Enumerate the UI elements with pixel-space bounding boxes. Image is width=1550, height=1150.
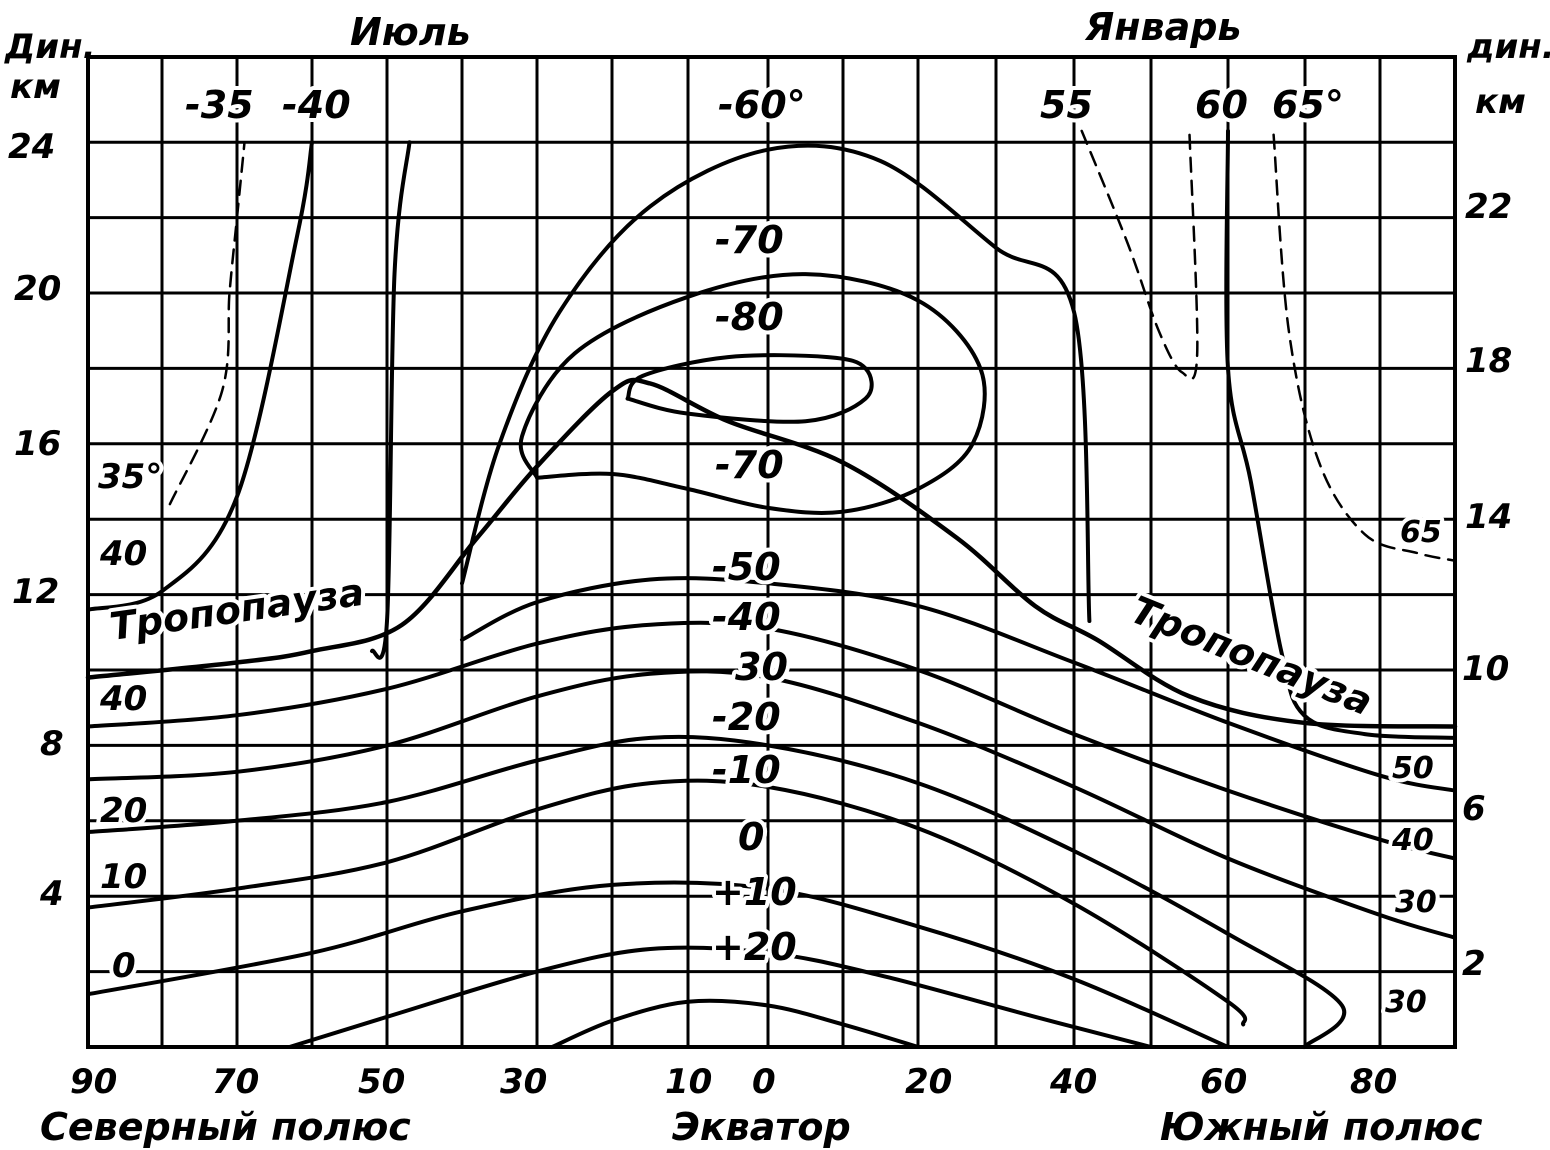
x-tick: 10 <box>665 1062 712 1102</box>
y-tick-right: 6 <box>1462 789 1486 829</box>
x-tick: 70 <box>212 1062 259 1102</box>
right-edge-label: 30 <box>1385 985 1427 1020</box>
top-label-january: 55 <box>1040 83 1093 127</box>
isotherm-line-4 <box>86 734 1347 1049</box>
x-tick: 20 <box>905 1062 952 1102</box>
left-edge-label: 10 <box>100 857 147 897</box>
top-label-july: -40 <box>282 83 351 127</box>
isotherm-label: 0 <box>738 815 764 859</box>
isotherm-label: 30 <box>735 645 788 689</box>
left-edge-label: 20 <box>100 791 147 831</box>
isotherm-label: -20 <box>712 695 781 739</box>
isotherm-line-10 <box>460 143 1092 623</box>
x-tick: 80 <box>1350 1062 1397 1102</box>
x-tick: 90 <box>70 1062 117 1102</box>
isotherm-label: -40 <box>712 595 781 639</box>
isotherm-line-16 <box>1224 128 1457 740</box>
isotherm-label: -50 <box>712 545 781 589</box>
top-label-january: 60 <box>1195 83 1248 127</box>
ylabel-left-line1: Дин. <box>4 27 96 67</box>
right-edge-label: 30 <box>1395 885 1437 920</box>
ylabel-right-line1: дин. <box>1466 27 1550 67</box>
isotherm-line-9 <box>625 353 874 424</box>
isotherm-line-17 <box>1272 133 1457 562</box>
isotherm-line-13 <box>370 140 412 660</box>
tropopause-label-south: Тропопауза <box>1125 588 1379 725</box>
y-tick-left: 12 <box>12 572 59 612</box>
x-tick: 0 <box>752 1062 776 1102</box>
isotherm-label: +10 <box>712 870 797 914</box>
isotherm-line-7 <box>460 576 1457 793</box>
ylabel-left-line2: км <box>10 67 61 107</box>
isotherm-line-14 <box>168 140 246 506</box>
y-tick-right: 2 <box>1462 944 1486 984</box>
left-edge-label: 40 <box>99 534 147 574</box>
isotherm-label: -60° <box>718 83 806 127</box>
y-tick-right: 22 <box>1465 187 1512 227</box>
top-label-july: -35 <box>185 83 254 127</box>
caption-south-pole: Южный полюс <box>1160 1105 1483 1149</box>
caption-equator: Экватор <box>672 1105 851 1149</box>
isotherm-line-12 <box>86 140 314 612</box>
right-edge-label: 40 <box>1391 823 1434 858</box>
isotherm-line-8 <box>518 272 987 515</box>
caption-north-pole: Северный полюс <box>40 1105 411 1149</box>
left-edge-label: 40 <box>99 679 147 719</box>
isotherm-line-2 <box>86 880 1230 1049</box>
title-july: Июль <box>350 10 471 54</box>
isotherm-line-1 <box>287 945 1153 1049</box>
y-tick-left: 24 <box>8 127 55 167</box>
isotherm-lines <box>85 128 1458 1049</box>
isotherm-label: -80 <box>715 295 784 339</box>
y-tick-left: 4 <box>39 874 64 914</box>
ylabel-right-line2: км <box>1475 82 1526 122</box>
plot-frame <box>86 55 1457 1049</box>
y-tick-right: 18 <box>1465 341 1512 381</box>
isotherm-label: +20 <box>712 925 797 969</box>
left-edge-label: 35° <box>98 457 162 497</box>
right-edge-label: 50 <box>1392 751 1434 786</box>
title-january: Январь <box>1084 5 1241 49</box>
isotherm-line-5 <box>86 669 1457 940</box>
x-tick: 60 <box>1200 1062 1247 1102</box>
y-tick-left: 20 <box>14 269 61 309</box>
isotherm-line-15 <box>1080 129 1199 381</box>
x-tick: 40 <box>1049 1062 1097 1102</box>
y-tick-left: 8 <box>40 724 64 764</box>
x-tick: 50 <box>358 1062 405 1102</box>
isotherm-line-0 <box>550 998 920 1049</box>
tropopause-line <box>85 377 1458 729</box>
isotherm-line-6 <box>86 620 1457 861</box>
top-label-january: 65° <box>1272 83 1344 127</box>
x-tick: 30 <box>500 1062 547 1102</box>
left-edge-label: 0 <box>112 946 136 986</box>
y-tick-right: 14 <box>1465 497 1512 537</box>
y-tick-left: 16 <box>14 424 61 464</box>
isotherm-label: -10 <box>712 748 781 792</box>
isotherm-label: -70 <box>715 443 784 487</box>
y-tick-right: 10 <box>1462 649 1509 689</box>
isotherm-line-3 <box>86 778 1248 1027</box>
isotherm-label: -70 <box>715 218 784 262</box>
right-edge-label: 65 <box>1400 515 1442 550</box>
